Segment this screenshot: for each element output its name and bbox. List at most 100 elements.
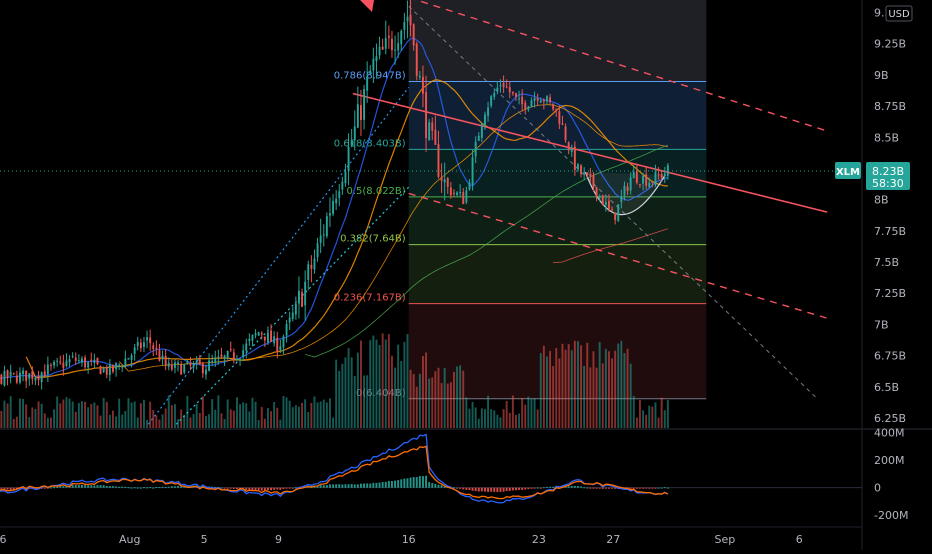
fib-level-label: 0.382(7.64B) [340,234,406,245]
volume-bar [80,401,83,428]
candle-body [220,354,223,357]
candle-body [195,360,198,364]
macd-histogram-bar [49,487,52,489]
macd-histogram-bar [80,484,83,488]
volume-bar [149,401,152,428]
candle-body [242,350,245,358]
candle-body [589,173,592,177]
candle-body [474,141,477,157]
candle-body [604,202,607,205]
candle-body [37,376,40,380]
volume-bar [564,349,567,428]
macd-histogram-bar [589,487,592,489]
volume-bar [84,401,87,428]
volume-bar [607,351,610,428]
volume-bar [118,398,121,428]
macd-histogram-bar [514,487,517,491]
volume-bar [635,417,638,428]
volume-bar [99,415,102,428]
macd-histogram-bar [146,487,149,489]
volume-bar [452,371,455,428]
volume-bar [549,350,552,428]
macd-histogram-bar [552,486,555,488]
candle-body [505,86,508,88]
macd-tick-label: 200M [874,454,905,467]
candle-body [297,290,300,304]
candle-body [359,105,362,120]
volume-bar [96,405,99,428]
y-tick-label: 9B [874,69,889,82]
fib-level-label: 0(6.404B) [356,388,406,399]
candle-body [434,129,437,145]
candle-body [3,370,6,386]
macd-histogram-bar [366,483,369,488]
volume-bar [93,402,96,428]
macd-histogram-bar [614,487,617,489]
volume-bar [40,403,43,428]
candle-body [350,141,353,146]
candle-body [62,362,65,368]
macd-histogram-bar [273,487,276,490]
candle-body [456,192,459,196]
candle-body [375,56,378,62]
candle-body [43,371,46,377]
volume-bar [105,401,108,428]
macd-histogram-bar [99,485,102,488]
candle-body [623,185,626,196]
macd-histogram-bar [456,487,459,489]
candle-body [40,372,43,383]
macd-histogram-bar [350,484,353,488]
candle-body [263,336,266,341]
macd-histogram-bar [319,485,322,488]
volume-bar [68,398,71,428]
candle-body [248,338,251,342]
candle-body [155,347,158,349]
volume-bar [394,367,397,428]
volume-bar [521,397,524,428]
candle-body [304,281,307,306]
macd-line [0,433,669,504]
last-price-value: 8.23B [872,165,904,178]
volume-bar [276,407,279,428]
volume-bar [462,370,465,428]
candle-body [96,357,99,365]
volume-bar [440,383,443,428]
dotted-band-line [175,186,410,425]
macd-histogram-bar [583,487,586,489]
volume-bar [660,397,663,428]
volume-bar [437,367,440,428]
volume-bar [0,410,3,428]
macd-histogram-bar [440,485,443,488]
currency-badge[interactable] [885,5,913,22]
volume-bar [214,409,217,428]
macd-histogram-bar [648,487,651,489]
volume-bar [344,357,347,428]
candle-body [601,195,604,206]
macd-histogram-bar [105,485,108,488]
candle-body [607,200,610,209]
candle-body [415,43,418,76]
candle-body [282,336,285,348]
volume-bar [152,409,155,428]
macd-histogram-bar [173,486,176,488]
candle-body [611,209,614,211]
volume-bar [266,408,269,428]
candle-body [341,181,344,190]
volume-bar [601,363,604,428]
candle-body [400,30,403,45]
candle-body [347,146,350,172]
candle-body [56,360,59,362]
candle-body [65,360,68,366]
volume-bar [173,404,176,428]
volume-bar [654,402,657,428]
volume-bar [77,402,80,428]
macd-histogram-bar [663,487,666,489]
volume-bar [87,407,90,428]
candle-body [617,204,620,222]
candle-body [356,104,359,128]
volume-bar [477,418,480,428]
fib-level-label: 0.5(8.022B) [346,186,405,197]
volume-bar [232,410,235,428]
